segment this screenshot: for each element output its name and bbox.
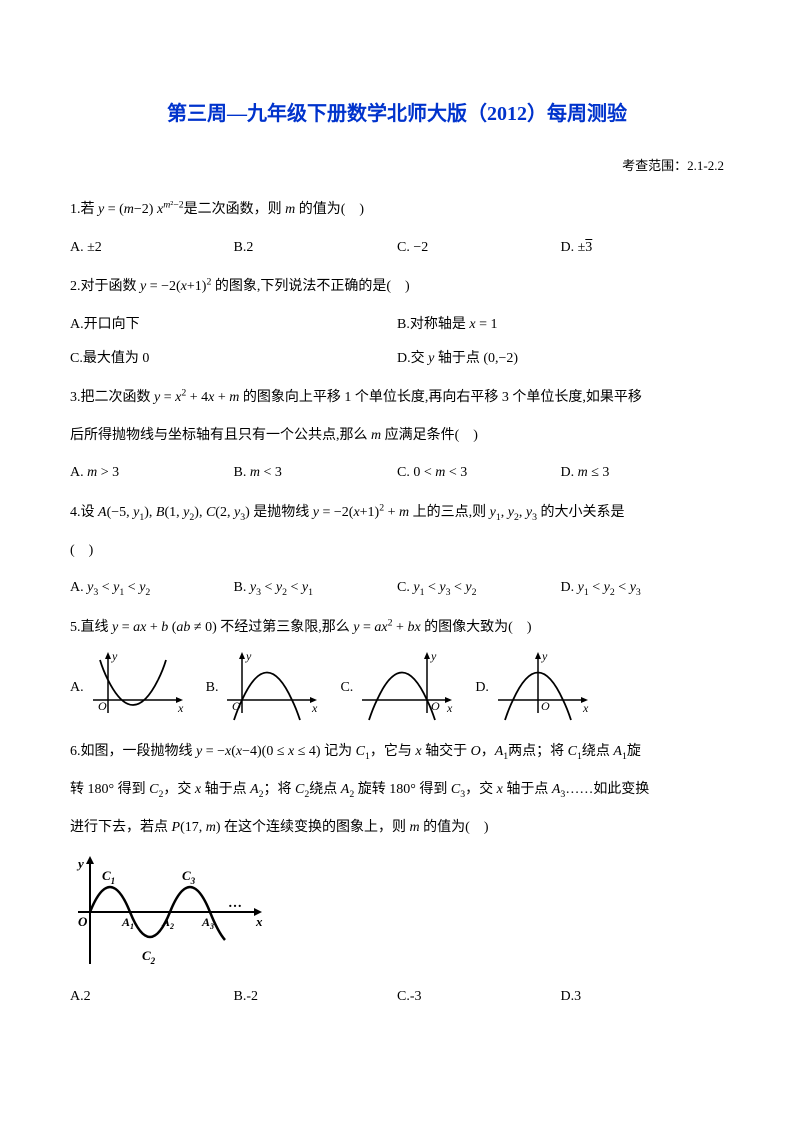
svg-text:C1: C1: [102, 868, 115, 886]
q6-opt-c: C.-3: [397, 980, 561, 1014]
q1-opt-c: C. −2: [397, 231, 561, 265]
q6-opt-b: B.-2: [234, 980, 398, 1014]
q4-opt-c: C. y1 < y3 < y2: [397, 571, 561, 605]
svg-text:x: x: [311, 701, 318, 715]
svg-text:y: y: [76, 856, 84, 871]
svg-text:O: O: [541, 699, 550, 713]
q4-options: A. y3 < y1 < y2 B. y3 < y2 < y1 C. y1 < …: [70, 571, 724, 605]
q2-opt-c: C.最大值为 0: [70, 342, 397, 376]
q2-opt-b: B.对称轴是 x = 1: [397, 308, 724, 342]
q4-line2: ( ): [70, 534, 724, 568]
svg-text:x: x: [255, 914, 263, 929]
q3-opt-d: D. m ≤ 3: [561, 456, 725, 490]
q6-options: A.2 B.-2 C.-3 D.3: [70, 980, 724, 1014]
q1-options: A. ±2 B.2 C. −2 D. ±3: [70, 231, 724, 265]
q5-label-a: A.: [70, 671, 84, 705]
q6-graph: O x y … C1 C3 C2 A1 A2 A3: [70, 852, 724, 972]
q5-graph-a: O x y: [88, 650, 188, 725]
svg-text:x: x: [582, 701, 589, 715]
svg-text:C3: C3: [182, 868, 196, 886]
q4-opt-d: D. y1 < y2 < y3: [561, 571, 725, 605]
q3-line1: 3.把二次函数 y = x2 + 4x + m 的图象向上平移 1 个单位长度,…: [70, 381, 724, 415]
q3-line2: 后所得抛物线与坐标轴有且只有一个公共点,那么 m 应满足条件( ): [70, 419, 724, 453]
q3-opt-c: C. 0 < m < 3: [397, 456, 561, 490]
svg-text:C2: C2: [142, 948, 156, 966]
q3-opt-a: A. m > 3: [70, 456, 234, 490]
q5-graph-d: O x y: [493, 650, 593, 725]
exam-scope: 考查范围：2.1-2.2: [70, 150, 724, 181]
q2-options: A.开口向下 B.对称轴是 x = 1 C.最大值为 0 D.交 y 轴于点 (…: [70, 308, 724, 375]
q6-line2: 转 180° 得到 C2，交 x 轴于点 A2；将 C2绕点 A2 旋转 180…: [70, 773, 724, 807]
q6-opt-d: D.3: [561, 980, 725, 1014]
q1-opt-d: D. ±3: [561, 231, 725, 265]
svg-text:…: …: [228, 896, 242, 911]
q2-opt-d: D.交 y 轴于点 (0,−2): [397, 342, 724, 376]
q5-label-d: D.: [475, 671, 489, 705]
q5-graph-c: O x y: [357, 650, 457, 725]
svg-text:O: O: [98, 699, 107, 713]
q6-opt-a: A.2: [70, 980, 234, 1014]
q3-options: A. m > 3 B. m < 3 C. 0 < m < 3 D. m ≤ 3: [70, 456, 724, 490]
svg-text:y: y: [430, 650, 437, 663]
svg-text:x: x: [446, 701, 453, 715]
svg-text:x: x: [177, 701, 184, 715]
q4-line1: 4.设 A(−5, y1), B(1, y2), C(2, y3) 是抛物线 y…: [70, 496, 724, 530]
q1-text: 1.若 y = (m−2) xm²−2是二次函数，则 m 的值为( ): [70, 193, 724, 227]
q4-opt-a: A. y3 < y1 < y2: [70, 571, 234, 605]
svg-text:y: y: [541, 650, 548, 663]
q6-line3: 进行下去，若点 P(17, m) 在这个连续变换的图象上，则 m 的值为( ): [70, 811, 724, 845]
q5-label-c: C.: [340, 671, 353, 705]
svg-text:O: O: [78, 914, 88, 929]
q2-opt-a: A.开口向下: [70, 308, 397, 342]
q3-opt-b: B. m < 3: [234, 456, 398, 490]
q5-graphs: A. O x y B. O x y C.: [70, 650, 724, 725]
q5-text: 5.直线 y = ax + b (ab ≠ 0) 不经过第三象限,那么 y = …: [70, 611, 724, 645]
q2-text: 2.对于函数 y = −2(x+1)2 的图象,下列说法不正确的是( ): [70, 270, 724, 304]
q5-graph-b: O x y: [222, 650, 322, 725]
q6-line1: 6.如图，一段抛物线 y = −x(x−4)(0 ≤ x ≤ 4) 记为 C1，…: [70, 735, 724, 769]
q4-opt-b: B. y3 < y2 < y1: [234, 571, 398, 605]
q5-label-b: B.: [206, 671, 219, 705]
q1-opt-b: B.2: [234, 231, 398, 265]
page-title: 第三周—九年级下册数学北师大版（2012）每周测验: [70, 90, 724, 138]
q1-opt-a: A. ±2: [70, 231, 234, 265]
svg-text:y: y: [245, 650, 252, 663]
svg-text:y: y: [111, 650, 118, 663]
svg-text:A2: A2: [161, 915, 174, 931]
